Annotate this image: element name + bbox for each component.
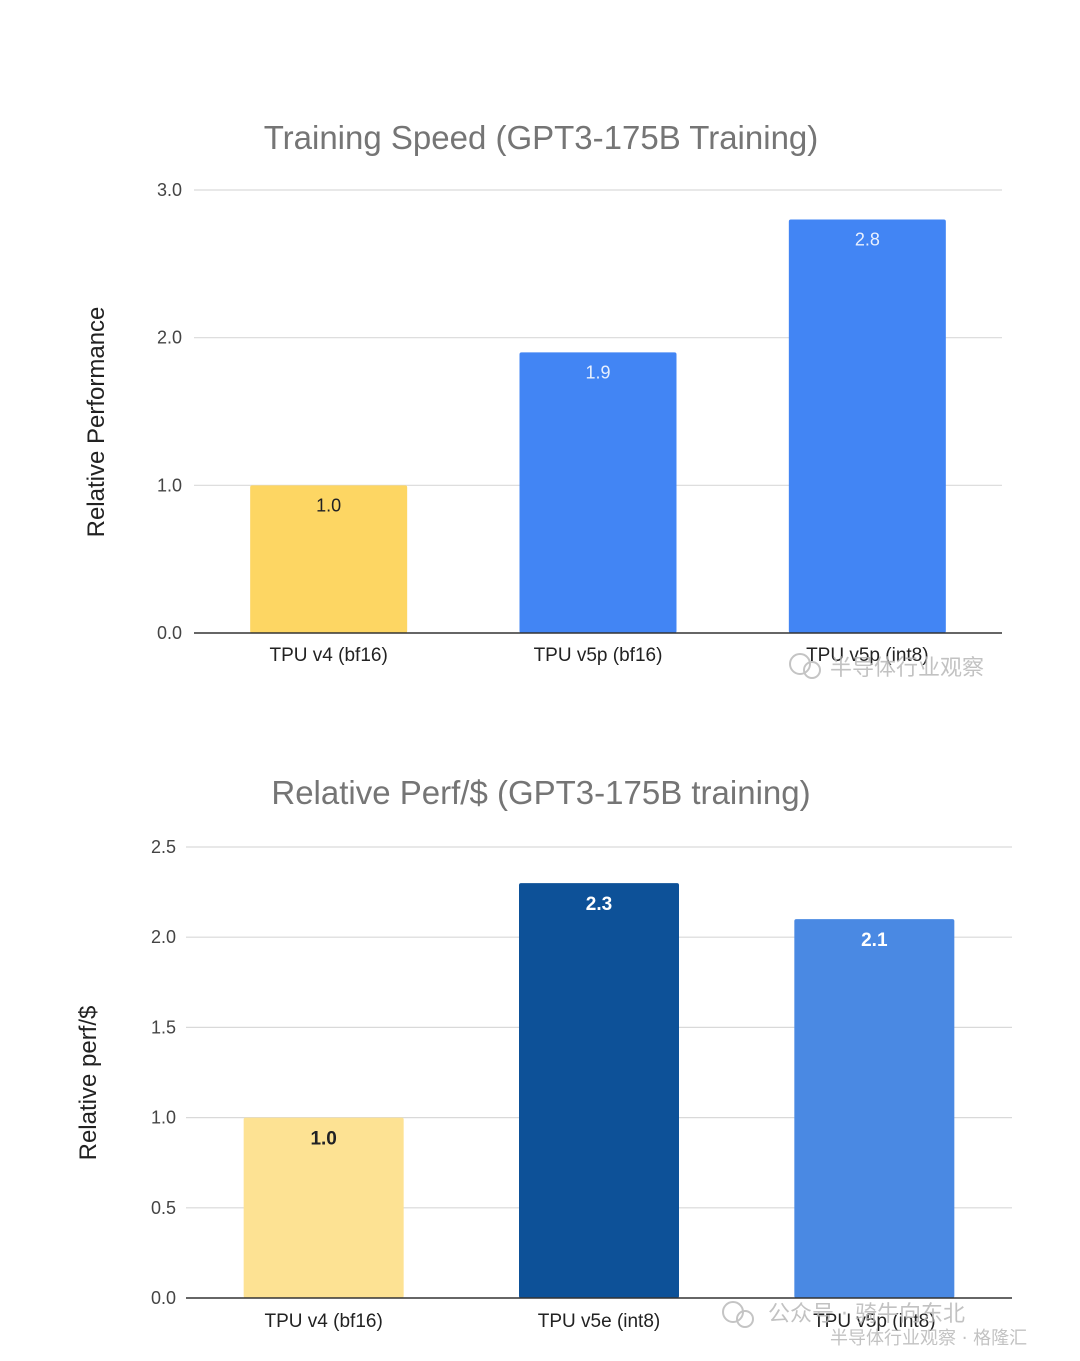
data-label: 2.1 (861, 930, 888, 951)
bar (788, 219, 946, 634)
data-label: 1.0 (310, 1129, 336, 1150)
y-tick-label: 2.5 (151, 837, 176, 857)
wechat-logo-icon (722, 1301, 754, 1328)
data-label: 2.8 (855, 230, 880, 250)
y-tick-label: 1.0 (151, 1108, 176, 1128)
x-tick-label: TPU v5p (bf16) (534, 645, 663, 666)
watermark: 半导体行业观察 公众号 · 骑牛向东北 半导体行业观察 · 格隆汇 (722, 653, 1027, 1349)
data-label: 1.9 (585, 362, 610, 382)
bar (519, 883, 679, 1298)
bar (250, 485, 408, 633)
y-tick-label: 0.5 (151, 1198, 176, 1218)
wechat-logo-icon (789, 653, 821, 679)
bar (519, 352, 677, 633)
x-tick-label: TPU v4 (bf16) (270, 645, 388, 666)
watermark-text: 半导体行业观察 (830, 656, 984, 681)
bar (243, 1117, 404, 1298)
y-tick-label: 2.0 (157, 328, 182, 348)
chart-title: Training Speed (GPT3-175B Training) (264, 119, 819, 156)
data-label: 1.0 (316, 495, 341, 515)
chart-title: Relative Perf/$ (GPT3-175B training) (271, 774, 810, 811)
y-tick-label: 1.0 (157, 475, 182, 495)
training-speed-chart: Training Speed (GPT3-175B Training) Rela… (83, 119, 1002, 666)
y-axis-label: Relative perf/$ (75, 1006, 102, 1161)
data-label: 2.3 (586, 894, 612, 915)
x-tick-label: TPU v4 (bf16) (265, 1311, 383, 1332)
x-tick-label: TPU v5p (int8) (813, 1311, 935, 1332)
watermark-text: 公众号 · 骑牛向东北 (768, 1302, 965, 1327)
y-tick-label: 0.0 (157, 623, 182, 643)
relative-perf-per-dollar-chart: Relative Perf/$ (GPT3-175B training) Rel… (75, 774, 1012, 1332)
bar (794, 919, 955, 1298)
y-tick-label: 2.0 (151, 927, 176, 947)
y-tick-label: 3.0 (157, 180, 182, 200)
x-tick-label: TPU v5p (int8) (806, 645, 928, 666)
y-tick-label: 0.0 (151, 1288, 176, 1308)
watermark-text: 半导体行业观察 · 格隆汇 (830, 1328, 1027, 1349)
y-axis-label: Relative Performance (83, 307, 110, 538)
x-tick-label: TPU v5e (int8) (538, 1311, 660, 1332)
y-tick-label: 1.5 (151, 1017, 176, 1037)
